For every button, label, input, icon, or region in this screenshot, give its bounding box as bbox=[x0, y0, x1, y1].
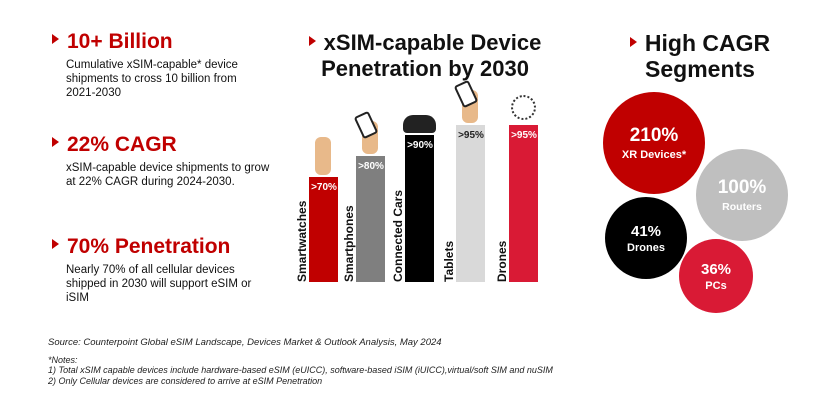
triangle-bullet-icon bbox=[52, 239, 59, 250]
stat-cagr: 22% CAGR xSIM-capable device shipments t… bbox=[52, 133, 281, 189]
bubble-pcs: 36% PCs bbox=[679, 239, 753, 313]
drone-icon bbox=[511, 95, 536, 120]
bar-tablets bbox=[456, 125, 485, 282]
bubble-label: XR Devices* bbox=[621, 149, 687, 161]
triangle-bullet-icon bbox=[52, 137, 59, 148]
smartphone-hand-icon bbox=[353, 110, 379, 155]
bubble-value: 41% bbox=[630, 222, 662, 240]
bar-drones bbox=[509, 125, 538, 282]
bubble-label: PCs bbox=[705, 279, 727, 292]
bar-connected-cars bbox=[405, 135, 434, 282]
bubble-value: 210% bbox=[629, 125, 679, 146]
bar-value-label: >95% bbox=[511, 130, 537, 141]
triangle-bullet-icon bbox=[629, 36, 637, 47]
smartwatch-hand-icon bbox=[315, 137, 331, 175]
stat-body: Nearly 70% of all cellular devices shipp… bbox=[66, 264, 252, 304]
bubble-routers: 100% Routers bbox=[696, 149, 788, 241]
bar-category-label: Smartwatches bbox=[295, 200, 309, 282]
bar-smartwatches bbox=[309, 177, 338, 282]
bubble-label: Routers bbox=[722, 201, 762, 213]
stat-shipments: 10+ Billion Cumulative xSIM-capable* dev… bbox=[52, 30, 266, 100]
bar-category-label: Tablets bbox=[442, 240, 456, 282]
tablet-hand-icon bbox=[453, 79, 479, 123]
bubble-chart-title: High CAGR Segments bbox=[600, 30, 800, 82]
stat-body: Cumulative xSIM-capable* device shipment… bbox=[66, 59, 238, 99]
bubble-value: 36% bbox=[700, 260, 732, 278]
stat-penetration: 70% Penetration Nearly 70% of all cellul… bbox=[52, 235, 256, 305]
source-note: Source: Counterpoint Global eSIM Landsca… bbox=[48, 337, 442, 348]
bar-value-label: >80% bbox=[358, 161, 384, 173]
bar-smartphones bbox=[356, 156, 385, 282]
stat-title: 10+ Billion bbox=[67, 30, 173, 53]
bubble-value: 100% bbox=[717, 177, 767, 198]
bubble-label: Drones bbox=[627, 241, 665, 254]
stat-body: xSIM-capable device shipments to grow at… bbox=[66, 162, 270, 188]
car-icon bbox=[403, 115, 436, 134]
triangle-bullet-icon bbox=[308, 36, 316, 47]
bar-value-label: >90% bbox=[407, 140, 433, 152]
bar-category-label: Drones bbox=[495, 240, 509, 282]
bar-category-label: Smartphones bbox=[342, 205, 356, 282]
bar-value-label: >70% bbox=[311, 182, 337, 193]
note-2: 2) Only Cellular devices are considered … bbox=[48, 376, 323, 386]
notes-title: *Notes: bbox=[48, 355, 78, 365]
note-1: 1) Total xSIM capable devices include ha… bbox=[48, 365, 553, 375]
stat-title: 22% CAGR bbox=[67, 133, 177, 156]
bar-category-label: Connected Cars bbox=[391, 189, 405, 282]
bar-value-label: >95% bbox=[458, 130, 484, 141]
bar-chart-title: xSIM-capable Device Penetration by 2030 bbox=[290, 30, 560, 82]
bubble-xr-devices: 210% XR Devices* bbox=[603, 92, 705, 194]
stat-title: 70% Penetration bbox=[67, 235, 231, 258]
triangle-bullet-icon bbox=[52, 34, 59, 45]
bubble-drones: 41% Drones bbox=[605, 197, 687, 279]
